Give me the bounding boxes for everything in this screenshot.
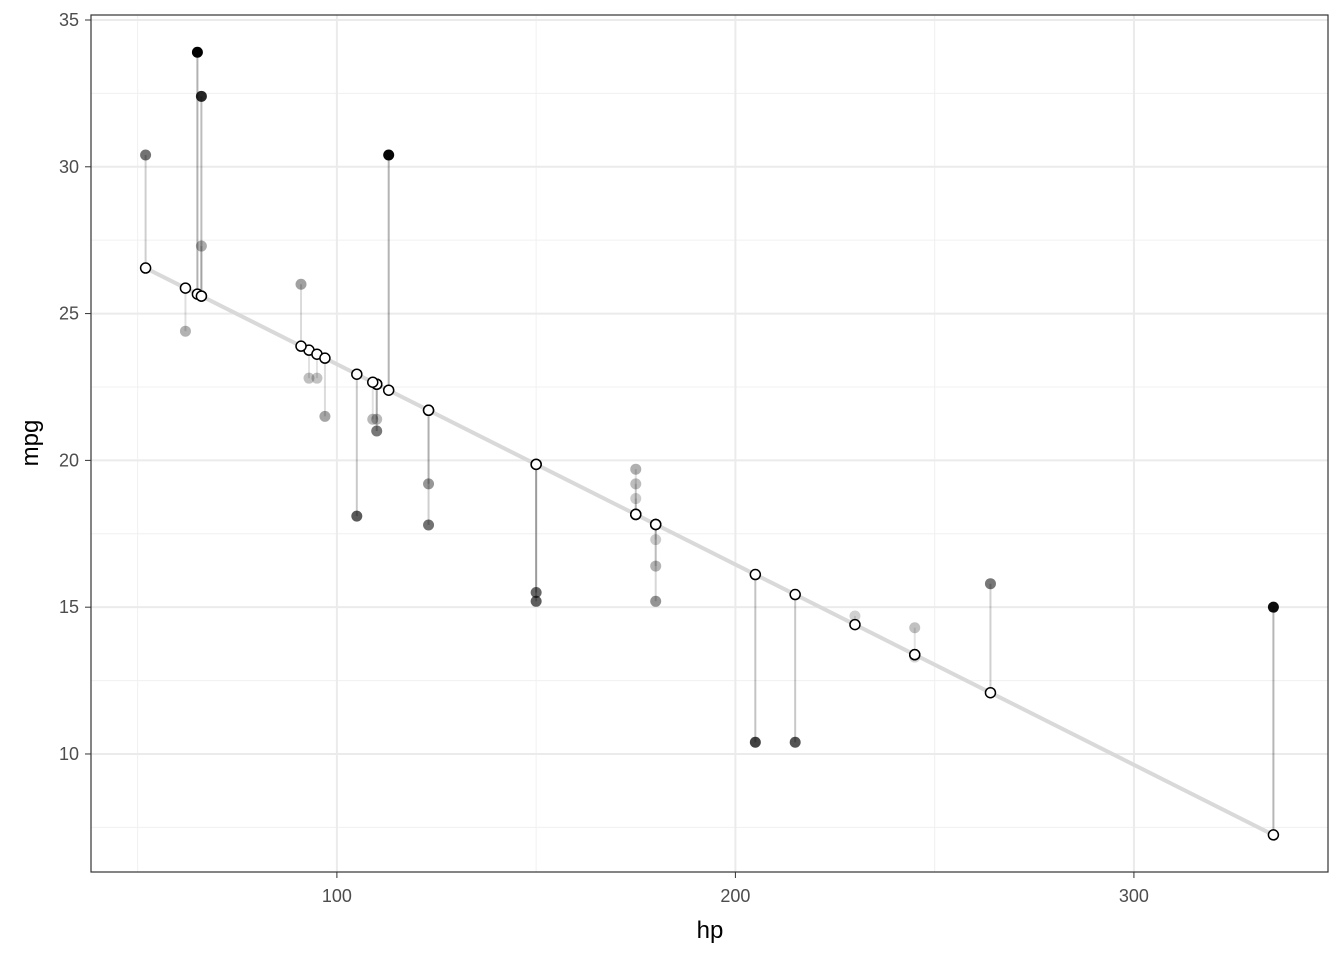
fitted-point [351,368,363,380]
y-tick-label: 10 [59,744,79,764]
x-axis-label: hp [697,917,724,944]
fitted-point [530,458,542,471]
observed-point [423,478,435,490]
observed-point [630,463,642,475]
fitted-point [295,340,307,352]
x-tick-label: 100 [322,886,352,906]
observed-point [650,534,662,546]
observed-point [351,510,363,522]
observed-point [319,410,331,422]
observed-point [1267,601,1279,613]
fitted-point [195,290,208,302]
y-tick-label: 20 [59,450,79,470]
fitted-point [908,648,921,661]
fitted-point [139,262,152,274]
fitted-point [179,282,192,294]
observed-point [140,149,152,161]
fitted-point [849,618,861,631]
x-tick-label: 300 [1119,886,1149,906]
observed-point [530,586,542,598]
observed-point [371,425,383,437]
observed-point [650,560,662,572]
observed-point [849,610,861,622]
x-tick-label: 200 [720,886,750,906]
fitted-point [367,376,379,388]
regression-line [144,266,1275,837]
observed-point [191,46,203,58]
fitted-point [319,352,331,364]
fitted-point [1267,829,1280,841]
observed-point [984,578,996,590]
observed-point [195,240,207,252]
observed-point [311,372,323,384]
fitted-point [630,508,642,521]
observed-point [909,622,921,634]
fitted-point [649,518,662,531]
fitted-point [749,568,762,581]
fitted-point [422,404,435,417]
observed-point [630,478,642,490]
observed-point [367,413,379,425]
observed-point [650,595,662,607]
observed-point [295,278,307,290]
observed-point [423,519,435,531]
observed-point [371,425,383,437]
y-axis-label: mpg [17,420,44,467]
fitted-point [789,588,801,601]
observed-point [371,413,383,425]
fitted-point [382,384,395,396]
y-tick-label: 25 [59,304,79,324]
panel-border [90,14,1329,873]
observed-point [630,493,642,505]
observed-point [383,149,395,161]
y-tick-label: 15 [59,597,79,617]
y-tick-label: 35 [59,10,79,30]
observed-point [749,736,761,748]
y-tick-label: 30 [59,157,79,177]
fitted-point [984,686,997,699]
observed-point [179,325,191,337]
observed-point [789,736,801,748]
observed-point [195,90,207,102]
observed-point [303,372,315,384]
observed-point [530,595,542,607]
